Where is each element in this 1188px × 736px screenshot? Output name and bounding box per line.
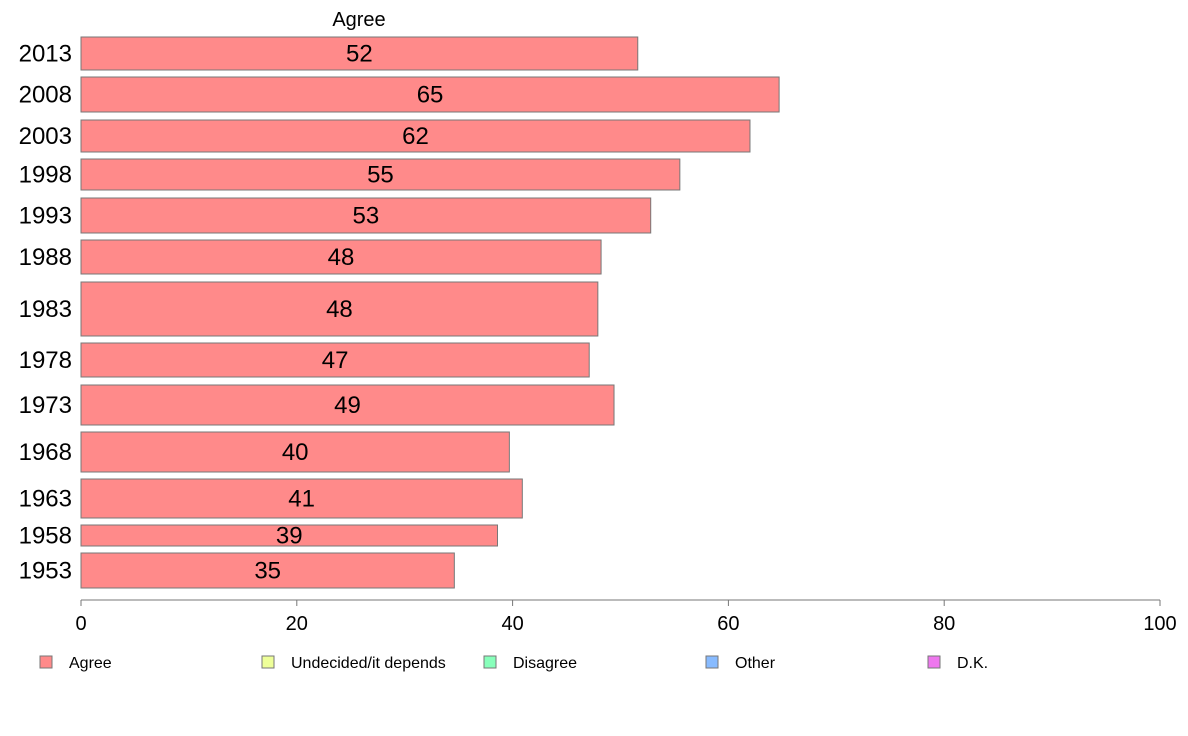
value-label-2013: 52 xyxy=(346,41,373,68)
column-header: Agree xyxy=(332,9,385,31)
legend-label-1: Undecided/it depends xyxy=(291,655,446,672)
value-label-1983: 48 xyxy=(326,296,353,323)
legend: Agree Undecided/it depends Disagree Other D.… xyxy=(39,655,988,672)
year-label-1968: 1968 xyxy=(19,439,72,466)
bar-2003 xyxy=(80,119,751,153)
bar-1958 xyxy=(80,524,498,547)
value-label-2003: 62 xyxy=(402,123,429,150)
bar-2008 xyxy=(80,76,780,113)
bar-1978 xyxy=(80,342,590,378)
year-labels: 2013 2008 2003 1998 1993 1988 1983 1978 1973 1968… xyxy=(19,41,72,585)
legend-label-0: Agree xyxy=(69,655,112,672)
value-label-1953: 35 xyxy=(254,558,281,585)
year-label-1973: 1973 xyxy=(19,392,72,419)
value-label-1958: 39 xyxy=(276,523,303,550)
year-label-1983: 1983 xyxy=(19,296,72,323)
year-label-1953: 1953 xyxy=(19,558,72,585)
value-label-1973: 49 xyxy=(334,392,361,419)
bar-1973 xyxy=(80,384,615,426)
value-label-1998: 55 xyxy=(367,162,394,189)
year-label-1998: 1998 xyxy=(19,162,72,189)
x-tick-label-0: 0 xyxy=(75,613,86,635)
year-label-2003: 2003 xyxy=(19,123,72,150)
legend-swatch-2 xyxy=(483,655,497,669)
year-label-1958: 1958 xyxy=(19,523,72,550)
value-label-1963: 41 xyxy=(288,486,315,513)
bar-1988 xyxy=(80,239,602,275)
legend-label-3: Other xyxy=(735,655,776,672)
x-tick-label-60: 60 xyxy=(717,613,739,635)
legend-label-2: Disagree xyxy=(513,655,577,672)
year-label-2013: 2013 xyxy=(19,41,72,68)
legend-swatch-3 xyxy=(705,655,719,669)
legend-swatch-4 xyxy=(927,655,941,669)
value-label-2008: 65 xyxy=(417,82,444,109)
x-tick-label-40: 40 xyxy=(501,613,523,635)
value-label-1993: 53 xyxy=(353,203,380,230)
x-tick-label-80: 80 xyxy=(933,613,955,635)
year-label-2008: 2008 xyxy=(19,82,72,109)
value-label-1968: 40 xyxy=(282,439,309,466)
bar-1953 xyxy=(80,552,455,589)
value-label-1988: 48 xyxy=(328,244,355,271)
value-label-1978: 47 xyxy=(322,347,349,374)
x-tick-label-100: 100 xyxy=(1143,613,1176,635)
year-label-1978: 1978 xyxy=(19,347,72,374)
year-label-1993: 1993 xyxy=(19,203,72,230)
bar-1993 xyxy=(80,197,652,234)
x-tick-label-20: 20 xyxy=(286,613,308,635)
legend-label-4: D.K. xyxy=(957,655,988,672)
bar-1998 xyxy=(80,158,681,191)
x-axis: 0 20 40 60 80 100 xyxy=(75,599,1177,635)
year-label-1963: 1963 xyxy=(19,486,72,513)
bar-1983 xyxy=(80,281,599,337)
legend-swatch-0 xyxy=(39,655,53,669)
bar-1968 xyxy=(80,431,510,473)
legend-swatch-1 xyxy=(261,655,275,669)
bars-group: 52 65 62 55 53 48 48 47 49 40 41 39 35 xyxy=(80,36,780,589)
year-label-1988: 1988 xyxy=(19,244,72,271)
bar-2013 xyxy=(80,36,639,71)
bar-1963 xyxy=(80,478,523,519)
